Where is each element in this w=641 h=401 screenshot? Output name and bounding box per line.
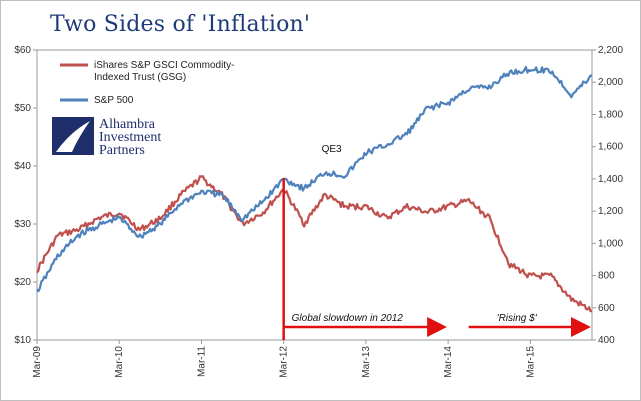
logo-swoosh-icon [56, 121, 90, 152]
logo-text-line: Investment [99, 130, 161, 145]
legend-label-sp500: S&P 500 [94, 95, 134, 106]
sp500-series-line [36, 66, 593, 293]
x-tick-label: Mar-10 [114, 346, 125, 378]
y-right-tick-label: 1,200 [598, 206, 623, 217]
y-right-tick-label: 1,600 [598, 142, 623, 153]
chart-legend: iShares S&P GSCI Commodity-Indexed Trust… [60, 60, 234, 106]
y-left-tick-label: $30 [14, 219, 31, 230]
y-right-tick-label: 2,000 [598, 77, 623, 88]
x-tick-label: Mar-09 [32, 346, 43, 378]
x-tick-label: Mar-12 [279, 346, 290, 378]
x-tick-label: Mar-15 [525, 346, 536, 378]
y-left-tick-label: $10 [14, 335, 31, 346]
y-left-tick-label: $50 [14, 103, 31, 114]
chart-title: Two Sides of 'Inflation' [50, 12, 311, 37]
legend-label-gsg: iShares S&P GSCI Commodity-Indexed Trust… [94, 60, 234, 83]
y-right-tick-label: 1,800 [598, 109, 623, 120]
logo-text-line: Alhambra [99, 117, 156, 132]
annotation-slowdown: Global slowdown in 2012 [292, 313, 404, 324]
x-tick-label: Mar-14 [443, 346, 454, 378]
annotation-qe3: QE3 [322, 144, 342, 155]
plot-area [36, 49, 593, 341]
y-right-tick-label: 1,000 [598, 238, 623, 249]
x-tick-label: Mar-13 [361, 346, 372, 378]
y-left-tick-label: $40 [14, 161, 31, 172]
y-right-tick-label: 600 [598, 303, 615, 314]
y-right-tick-label: 400 [598, 335, 615, 346]
logo-text-line: Partners [99, 143, 145, 158]
gsg-series-line [36, 175, 593, 313]
x-tick-label: Mar-11 [196, 346, 207, 377]
y-right-tick-label: 2,200 [598, 45, 623, 56]
y-right-tick-label: 800 [598, 271, 615, 282]
annotation-rising-dollar: 'Rising $' [497, 313, 538, 324]
y-right-tick-label: 1,400 [598, 174, 623, 185]
y-left-tick-label: $20 [14, 277, 31, 288]
y-left-tick-label: $60 [14, 45, 31, 56]
